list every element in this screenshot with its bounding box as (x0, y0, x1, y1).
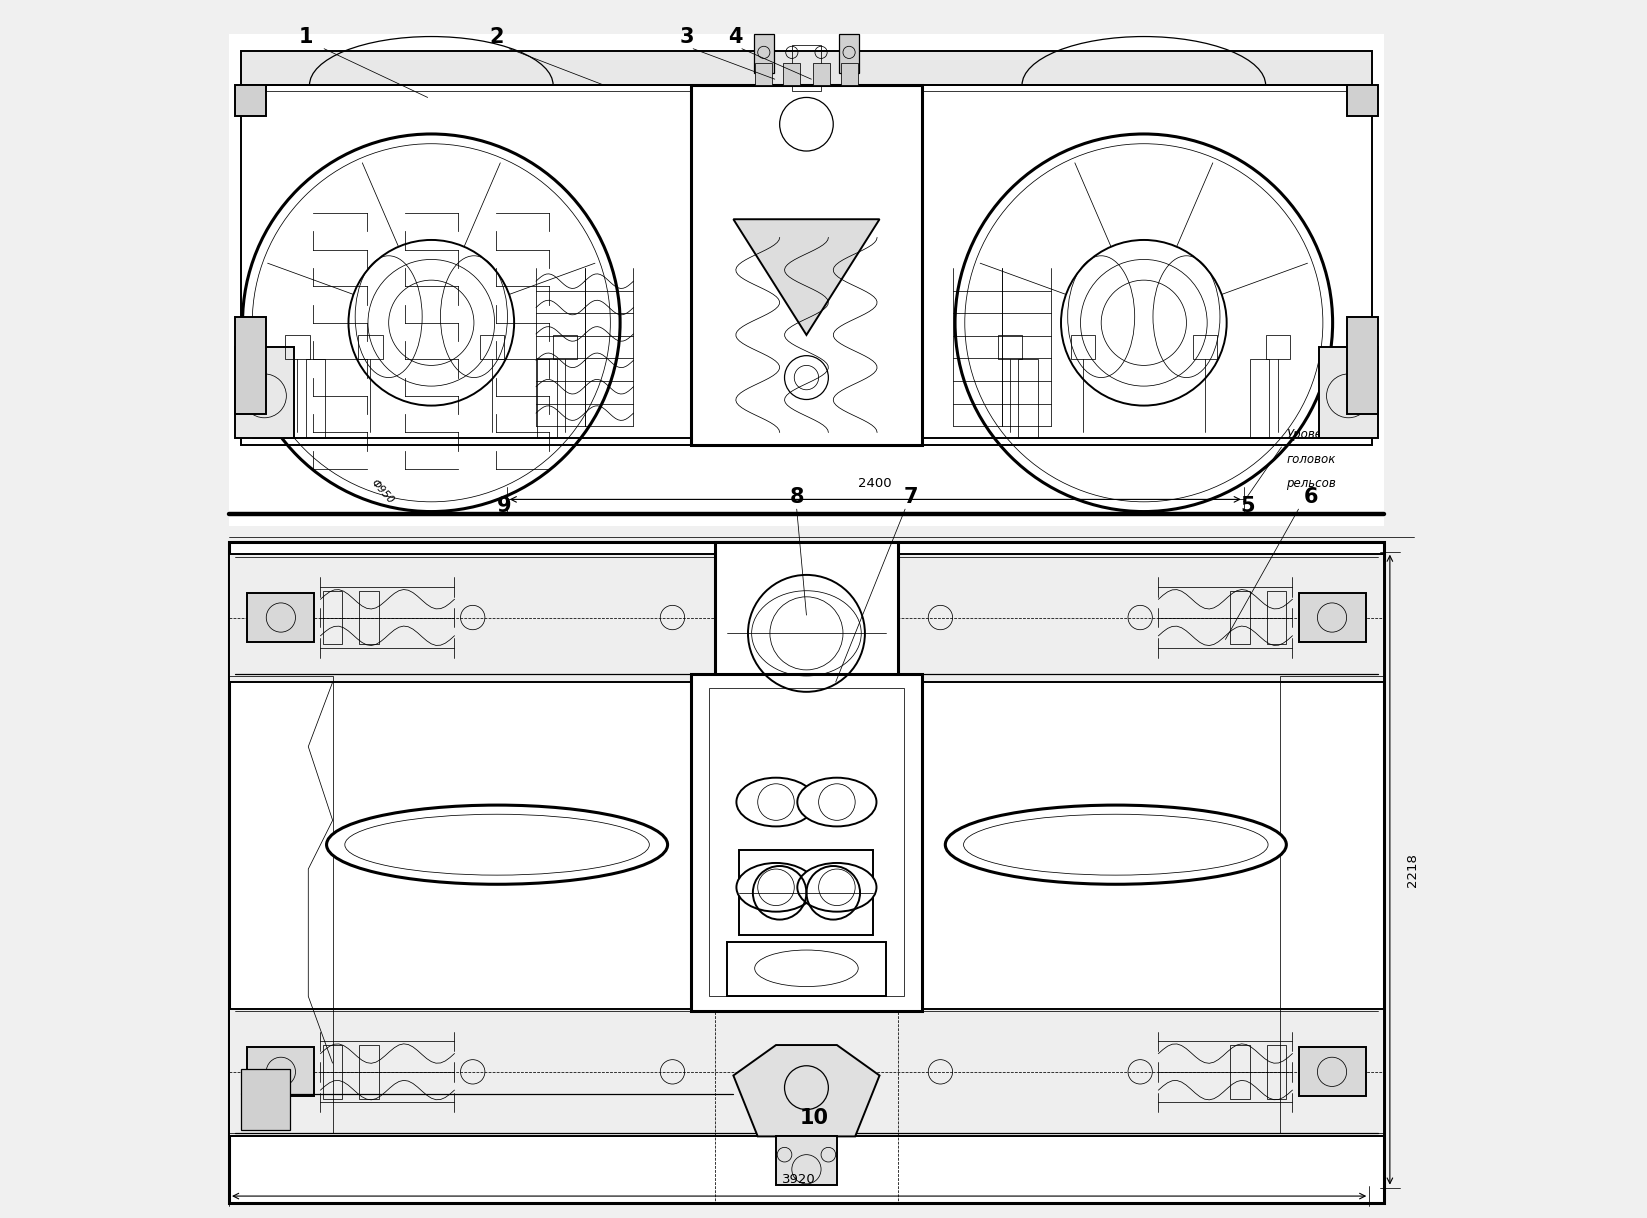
Text: 7: 7 (904, 487, 919, 507)
Bar (1071, 335, 1095, 359)
Ellipse shape (945, 805, 1286, 884)
Bar (553, 335, 578, 359)
Bar (242, 85, 1372, 445)
Bar (776, 1136, 837, 1185)
Bar (359, 335, 382, 359)
Bar (285, 335, 310, 359)
Bar (740, 850, 873, 935)
Bar (1265, 335, 1290, 359)
Bar (229, 676, 333, 1133)
Bar (1267, 1045, 1286, 1099)
Bar (537, 359, 557, 438)
Ellipse shape (797, 777, 876, 826)
Bar (690, 85, 922, 445)
Bar (1280, 676, 1383, 1133)
Bar (715, 542, 898, 743)
Text: 10: 10 (799, 1108, 828, 1128)
Ellipse shape (736, 862, 815, 911)
Bar (756, 63, 772, 85)
Text: 2400: 2400 (858, 476, 893, 490)
Text: 4: 4 (728, 27, 743, 46)
Bar (1298, 1047, 1365, 1096)
Bar (792, 45, 822, 91)
Bar (1250, 359, 1270, 438)
Bar (998, 335, 1023, 359)
Polygon shape (733, 1045, 879, 1136)
Bar (242, 51, 1372, 85)
Bar (1230, 1045, 1250, 1099)
Bar (1018, 359, 1038, 438)
Bar (236, 317, 265, 414)
Bar (229, 34, 1383, 526)
Text: рельсов: рельсов (1286, 477, 1336, 490)
Text: 6: 6 (1303, 487, 1318, 507)
Ellipse shape (326, 805, 667, 884)
Bar (229, 554, 1383, 682)
Text: 1: 1 (298, 27, 313, 46)
Text: 3: 3 (680, 27, 695, 46)
Bar (1298, 593, 1365, 642)
Text: 8: 8 (789, 487, 804, 507)
Polygon shape (733, 219, 879, 335)
Ellipse shape (736, 777, 815, 826)
Text: Ф950: Ф950 (369, 477, 395, 507)
Bar (306, 359, 326, 438)
Bar (728, 942, 886, 996)
Bar (840, 34, 858, 73)
Text: головок: головок (1286, 453, 1336, 465)
Bar (229, 1009, 1383, 1136)
Bar (690, 674, 922, 1011)
Bar (1192, 335, 1217, 359)
Bar (1267, 591, 1286, 644)
Bar (812, 63, 830, 85)
Text: 3920: 3920 (782, 1173, 815, 1186)
Text: 2218: 2218 (1405, 853, 1418, 887)
Bar (754, 34, 774, 73)
Text: 9: 9 (497, 496, 512, 515)
Bar (1319, 347, 1377, 438)
Text: 2: 2 (489, 27, 504, 46)
Bar (840, 63, 858, 85)
Bar (229, 542, 1383, 1203)
Text: 5: 5 (1240, 496, 1255, 515)
Bar (1347, 85, 1377, 116)
Polygon shape (242, 1069, 290, 1130)
Bar (323, 591, 343, 644)
Bar (784, 63, 800, 85)
Bar (359, 1045, 379, 1099)
Bar (229, 542, 1383, 1203)
Bar (1347, 317, 1377, 414)
Bar (1230, 591, 1250, 644)
Bar (708, 688, 904, 996)
Bar (236, 347, 293, 438)
Text: Уровень: Уровень (1286, 429, 1337, 441)
Bar (236, 85, 265, 116)
Bar (359, 591, 379, 644)
Bar (247, 593, 315, 642)
Bar (323, 1045, 343, 1099)
Bar (247, 1047, 315, 1096)
Ellipse shape (797, 862, 876, 911)
Bar (479, 335, 504, 359)
